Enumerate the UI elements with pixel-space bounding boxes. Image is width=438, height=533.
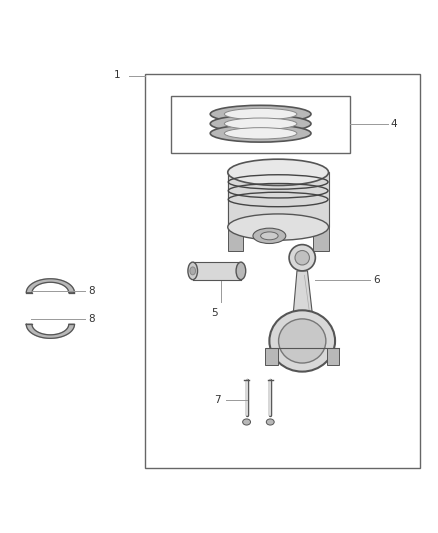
Polygon shape [26, 324, 74, 338]
Text: 1: 1 [114, 70, 120, 80]
Bar [145, 74, 420, 468]
Bar [171, 96, 350, 152]
Bar [265, 348, 278, 365]
Ellipse shape [269, 310, 335, 372]
Ellipse shape [224, 108, 297, 120]
Ellipse shape [289, 245, 315, 271]
Ellipse shape [253, 228, 286, 244]
Bar [193, 262, 241, 280]
Text: 5: 5 [211, 308, 218, 318]
Ellipse shape [236, 262, 246, 280]
Ellipse shape [243, 419, 251, 425]
Bar [228, 227, 243, 251]
Ellipse shape [261, 232, 278, 240]
Ellipse shape [210, 125, 311, 142]
Ellipse shape [266, 419, 274, 425]
Ellipse shape [188, 262, 198, 280]
Ellipse shape [228, 214, 328, 240]
Polygon shape [228, 172, 328, 227]
Text: 8: 8 [88, 286, 95, 296]
Text: 4: 4 [391, 119, 397, 129]
Polygon shape [26, 279, 74, 293]
Ellipse shape [295, 251, 309, 265]
Text: 7: 7 [215, 395, 221, 405]
Ellipse shape [224, 128, 297, 139]
Polygon shape [228, 172, 242, 227]
Polygon shape [293, 271, 313, 321]
Text: 8: 8 [88, 314, 95, 324]
Ellipse shape [224, 118, 297, 130]
Ellipse shape [210, 115, 311, 133]
Bar [314, 227, 328, 251]
Ellipse shape [210, 106, 311, 123]
Bar [327, 348, 339, 365]
Ellipse shape [228, 159, 328, 185]
Text: 6: 6 [373, 274, 380, 285]
Ellipse shape [279, 319, 326, 363]
Ellipse shape [190, 267, 195, 275]
